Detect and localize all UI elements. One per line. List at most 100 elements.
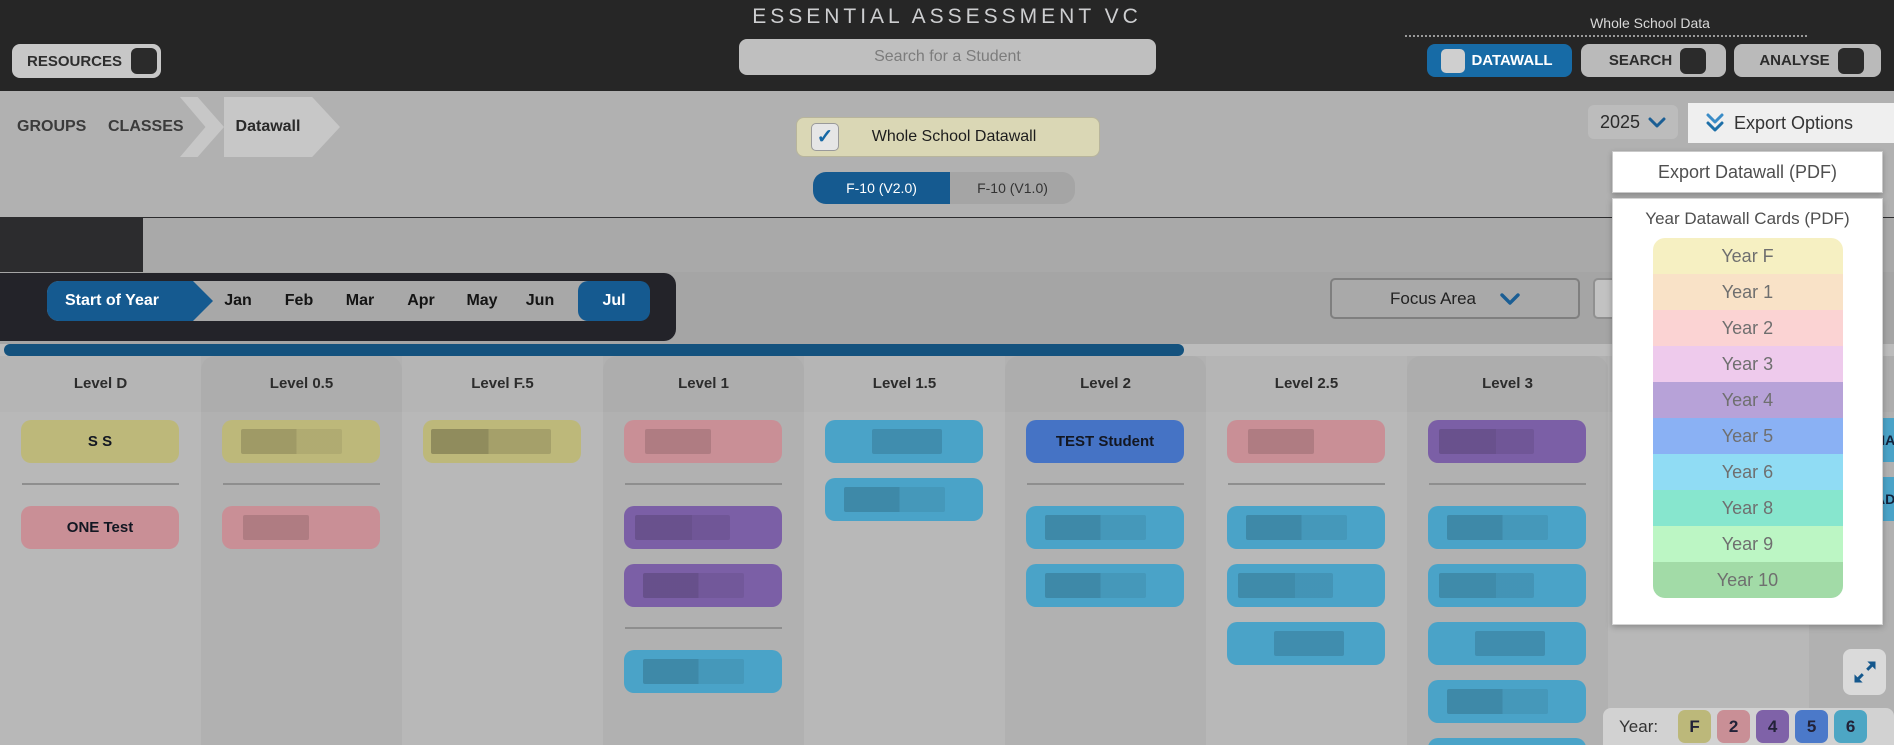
student-card[interactable] — [222, 420, 380, 463]
redacted-name-blur — [1238, 573, 1333, 598]
breadcrumb-groups[interactable]: GROUPS — [17, 118, 87, 135]
student-card[interactable] — [825, 478, 983, 521]
column-level-2.5: Level 2.5 — [1206, 356, 1407, 745]
student-card[interactable] — [222, 506, 380, 549]
student-card[interactable] — [1428, 680, 1586, 723]
redacted-name-blur — [843, 487, 946, 512]
student-card[interactable] — [624, 564, 782, 607]
student-card[interactable] — [624, 650, 782, 693]
student-card[interactable]: TEST Student — [1026, 420, 1184, 463]
legend-year-f[interactable]: F — [1678, 710, 1712, 743]
month-feb[interactable]: Feb — [284, 292, 314, 309]
export-year-year-4[interactable]: Year 4 — [1652, 382, 1843, 418]
resources-button[interactable]: RESOURCES — [12, 44, 161, 78]
student-card[interactable] — [1026, 564, 1184, 607]
student-card[interactable] — [1227, 420, 1385, 463]
export-year-year-2[interactable]: Year 2 — [1652, 310, 1843, 346]
expand-fullscreen-button[interactable] — [1843, 649, 1886, 695]
legend-year-2[interactable]: 2 — [1717, 710, 1751, 743]
start-of-year-arrow-icon — [193, 281, 213, 321]
subject-tabs-strip — [143, 218, 1894, 272]
student-card[interactable] — [1428, 420, 1586, 463]
redacted-name-blur — [1439, 573, 1534, 598]
breadcrumb-classes[interactable]: CLASSES — [108, 118, 184, 135]
student-card[interactable] — [1026, 506, 1184, 549]
start-of-year-button[interactable]: Start of Year — [47, 281, 193, 321]
breadcrumb-datawall[interactable]: Datawall — [224, 97, 340, 157]
redacted-name-blur — [872, 429, 942, 454]
checkbox-checked-icon[interactable]: ✓ — [811, 123, 839, 151]
month-may[interactable]: May — [466, 292, 498, 309]
year-legend-label: Year: — [1619, 716, 1659, 736]
column-level-f.5: Level F.5 — [402, 356, 603, 745]
column-level-1: Level 1 — [603, 356, 804, 745]
export-year-year-6[interactable]: Year 6 — [1652, 454, 1843, 490]
legend-year-4[interactable]: 4 — [1756, 710, 1790, 743]
year-selector-value: 2025 — [1599, 111, 1641, 132]
group-divider — [625, 483, 782, 485]
export-year-year-1[interactable]: Year 1 — [1652, 274, 1843, 310]
student-card[interactable] — [1428, 738, 1586, 745]
column-level-2: Level 2 TEST Student — [1005, 356, 1206, 745]
nav-search-label: SEARCH — [1608, 52, 1673, 69]
redacted-name-blur — [1245, 515, 1348, 540]
student-card[interactable] — [423, 420, 581, 463]
month-mar[interactable]: Mar — [345, 292, 375, 309]
column-body — [402, 412, 603, 745]
export-datawall-pdf-item[interactable]: Export Datawall (PDF) — [1612, 151, 1883, 193]
redacted-name-blur — [1439, 429, 1534, 454]
expand-arrows-icon — [1854, 661, 1875, 683]
nav-search-button[interactable]: SEARCH — [1581, 44, 1726, 77]
student-search-input[interactable] — [739, 39, 1156, 75]
group-divider — [223, 483, 380, 485]
legend-year-6[interactable]: 6 — [1834, 710, 1868, 743]
export-year-year-10[interactable]: Year 10 — [1652, 562, 1843, 598]
student-card[interactable] — [1227, 564, 1385, 607]
student-card[interactable] — [624, 506, 782, 549]
month-jan[interactable]: Jan — [224, 292, 252, 309]
student-card[interactable] — [825, 420, 983, 463]
export-year-year-5[interactable]: Year 5 — [1652, 418, 1843, 454]
version-tab-v1[interactable]: F-10 (V1.0) — [950, 172, 1075, 204]
group-divider — [1429, 483, 1586, 485]
nav-analyse-button[interactable]: ANALYSE — [1734, 44, 1881, 77]
student-card[interactable] — [624, 420, 782, 463]
year-selector[interactable]: 2025 — [1588, 105, 1678, 139]
student-card[interactable] — [1428, 622, 1586, 665]
student-card[interactable] — [1227, 506, 1385, 549]
column-header: Level 2.5 — [1206, 356, 1407, 412]
month-jul-selected[interactable]: Jul — [578, 281, 650, 321]
whole-school-datawall-checkbox[interactable]: ✓ Whole School Datawall — [796, 117, 1100, 157]
nav-datawall-button[interactable]: DATAWALL — [1427, 44, 1572, 77]
column-body — [804, 412, 1005, 745]
search-toggle-icon[interactable] — [1680, 47, 1707, 74]
export-year-year-9[interactable]: Year 9 — [1652, 526, 1843, 562]
export-year-year-3[interactable]: Year 3 — [1652, 346, 1843, 382]
chevron-down-icon — [1500, 292, 1520, 305]
resources-toggle-icon[interactable] — [131, 48, 157, 74]
column-body — [1206, 412, 1407, 745]
redacted-name-blur — [242, 515, 309, 540]
column-level-d: Level D S S ONE Test — [0, 356, 201, 745]
redacted-name-blur — [1044, 515, 1147, 540]
nav-datawall-label: DATAWALL — [1471, 52, 1553, 69]
student-card[interactable]: S S — [21, 420, 179, 463]
export-options-button[interactable]: Export Options — [1688, 103, 1894, 143]
student-card[interactable]: ONE Test — [21, 506, 179, 549]
export-year-year-8[interactable]: Year 8 — [1652, 490, 1843, 526]
month-apr[interactable]: Apr — [407, 292, 435, 309]
student-card[interactable] — [1428, 564, 1586, 607]
student-card[interactable] — [1227, 622, 1385, 665]
export-year-year-f[interactable]: Year F — [1652, 238, 1843, 274]
month-jun[interactable]: Jun — [525, 292, 555, 309]
top-bar: ESSENTIAL ASSESSMENT VC RESOURCES Whole … — [0, 0, 1894, 91]
student-card[interactable] — [1428, 506, 1586, 549]
column-body — [1407, 412, 1608, 745]
analyse-toggle-icon[interactable] — [1837, 47, 1864, 74]
datawall-toggle-icon[interactable] — [1441, 48, 1466, 73]
legend-year-5[interactable]: 5 — [1795, 710, 1829, 743]
version-tab-v2[interactable]: F-10 (V2.0) — [813, 172, 950, 204]
focus-area-dropdown[interactable]: Focus Area — [1330, 278, 1580, 319]
year-datawall-cards-panel: Year Datawall Cards (PDF) Year F Year 1 Ye… — [1612, 198, 1883, 625]
